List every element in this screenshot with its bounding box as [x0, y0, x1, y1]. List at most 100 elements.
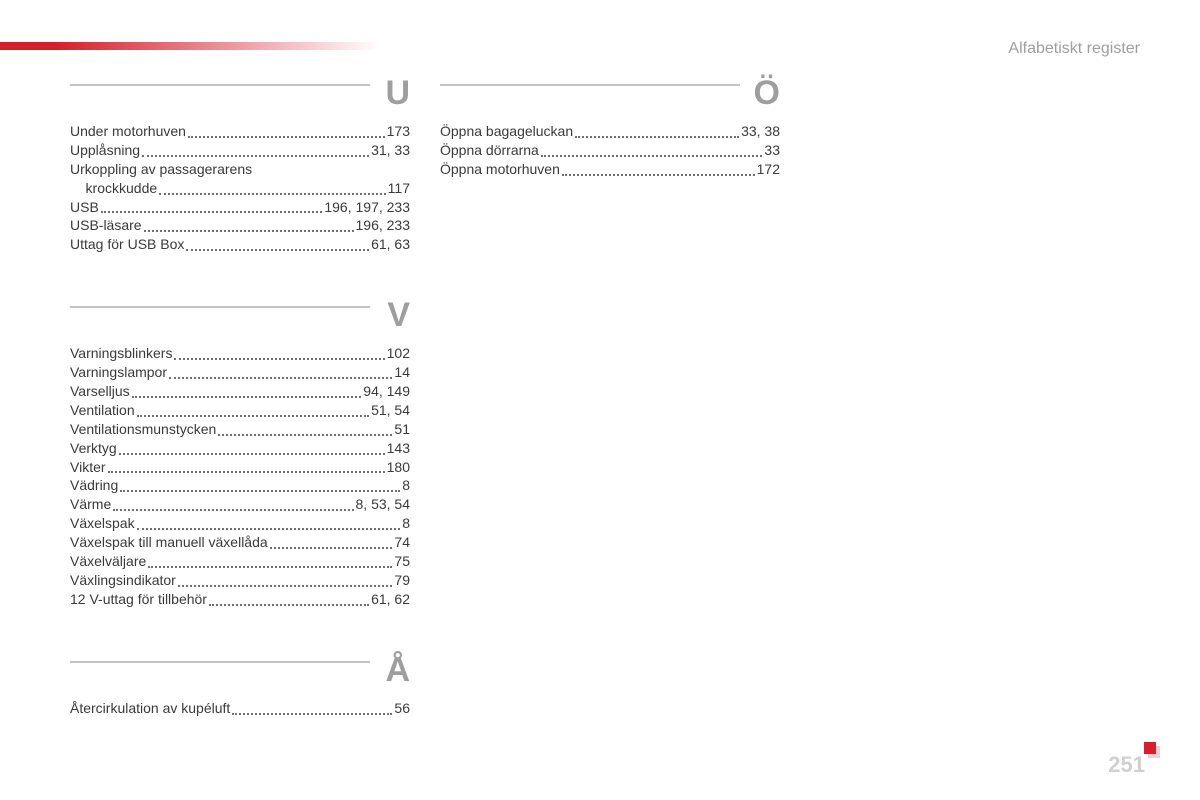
- index-entry: USB196, 197, 233: [70, 198, 410, 217]
- entry-pages: 196, 233: [356, 216, 411, 235]
- section-rule: [70, 306, 370, 308]
- section-letter: Å: [385, 651, 410, 690]
- entry-leader-dots: [144, 230, 354, 232]
- page-root: Alfabetiskt register U Under motorhuven 17…: [0, 0, 1200, 800]
- entry-leader-dots: [232, 713, 392, 715]
- entry-pages: 56: [394, 699, 410, 718]
- entry-term: Varselljus: [70, 382, 130, 401]
- index-entry: Ventilationsmunstycken 51: [70, 420, 410, 439]
- entry-leader-dots: [541, 155, 763, 157]
- entry-leader-dots: [113, 509, 353, 511]
- entry-leader-dots: [209, 604, 369, 606]
- entry-leader-dots: [142, 155, 369, 157]
- index-entry: Under motorhuven 173: [70, 122, 410, 141]
- index-entry: Växelväljare75: [70, 552, 410, 571]
- entry-term: Varningslampor: [70, 363, 167, 382]
- header-accent-bar: [0, 42, 380, 50]
- section-header: V: [70, 302, 410, 338]
- section-rule: [440, 84, 740, 86]
- section-header: Ö: [440, 80, 780, 116]
- entry-term: Verktyg: [70, 439, 117, 458]
- entry-term: USB-läsare: [70, 216, 142, 235]
- entry-pages: 33: [764, 141, 780, 160]
- entry-leader-dots: [270, 547, 393, 549]
- entry-leader-dots: [174, 358, 384, 360]
- section-letter: Ö: [754, 74, 780, 113]
- index-column-left: U Under motorhuven 173 Upplåsning 31, 33 Urko…: [70, 80, 410, 766]
- entry-pages: 74: [394, 533, 410, 552]
- entry-pages: 75: [394, 552, 410, 571]
- entry-term: Öppna dörrarna: [440, 141, 539, 160]
- entry-term: Öppna motorhuven: [440, 160, 560, 179]
- index-column-right: Ö Öppna bagageluckan 33, 38 Öppna dörrarna 3…: [440, 80, 780, 766]
- entry-term: Vädring: [70, 476, 118, 495]
- index-entry: krockkudde117: [70, 179, 410, 198]
- index-entry: Växelspak8: [70, 514, 410, 533]
- corner-marker: [1144, 742, 1156, 754]
- index-entry: Värme8, 53, 54: [70, 495, 410, 514]
- entry-pages: 173: [387, 122, 410, 141]
- index-section: Å Återcirkulation av kupéluft 56: [70, 657, 410, 718]
- entry-leader-dots: [101, 211, 323, 213]
- entry-term: Växlingsindikator: [70, 571, 176, 590]
- index-entry: Varningslampor14: [70, 363, 410, 382]
- entry-pages: 180: [387, 458, 410, 477]
- entry-pages: 8, 53, 54: [356, 495, 411, 514]
- index-entry: Växlingsindikator 79: [70, 571, 410, 590]
- entry-pages: 143: [387, 439, 410, 458]
- entry-leader-dots: [108, 471, 385, 473]
- entry-pages: 51: [394, 420, 410, 439]
- entry-term: Under motorhuven: [70, 122, 186, 141]
- index-entry: Verktyg 143: [70, 439, 410, 458]
- entry-term: Återcirkulation av kupéluft: [70, 699, 230, 718]
- entry-leader-dots: [119, 453, 385, 455]
- entry-term: Växelspak till manuell växellåda: [70, 533, 268, 552]
- entry-leader-dots: [218, 434, 392, 436]
- entry-term: Vikter: [70, 458, 106, 477]
- entry-term: Ventilationsmunstycken: [70, 420, 216, 439]
- index-entry: Ventilation 51, 54: [70, 401, 410, 420]
- page-number: 251: [1108, 752, 1145, 778]
- index-entry: Varselljus 94, 149: [70, 382, 410, 401]
- section-rule: [70, 84, 370, 86]
- entry-term: Urkoppling av passagerarens: [70, 160, 252, 179]
- section-rule: [70, 661, 370, 663]
- index-columns: U Under motorhuven 173 Upplåsning 31, 33 Urko…: [70, 80, 780, 766]
- entry-term: Varningsblinkers: [70, 344, 172, 363]
- section-header: U: [70, 80, 410, 116]
- entry-term: Växelspak: [70, 514, 135, 533]
- entry-leader-dots: [148, 566, 392, 568]
- entry-term: Upplåsning: [70, 141, 140, 160]
- entry-pages: 79: [394, 571, 410, 590]
- index-entry: Urkoppling av passagerarens: [70, 160, 410, 179]
- entry-leader-dots: [120, 490, 400, 492]
- index-entry: Växelspak till manuell växellåda 74: [70, 533, 410, 552]
- entry-term: USB: [70, 198, 99, 217]
- entry-pages: 51, 54: [371, 401, 410, 420]
- entry-pages: 94, 149: [363, 382, 410, 401]
- entry-pages: 8: [402, 476, 410, 495]
- entry-leader-dots: [186, 249, 369, 251]
- index-section: Ö Öppna bagageluckan 33, 38 Öppna dörrarna 3…: [440, 80, 780, 179]
- index-section: U Under motorhuven 173 Upplåsning 31, 33 Urko…: [70, 80, 410, 254]
- section-letter: U: [385, 74, 410, 113]
- entry-pages: 33, 38: [741, 122, 780, 141]
- index-entry: Öppna bagageluckan 33, 38: [440, 122, 780, 141]
- entry-leader-dots: [188, 136, 385, 138]
- entry-term: krockkudde: [70, 179, 157, 198]
- index-entry: Vädring 8: [70, 476, 410, 495]
- index-entry: Vikter 180: [70, 458, 410, 477]
- index-entry: 12 V-uttag för tillbehör61, 62: [70, 590, 410, 609]
- entry-pages: 61, 63: [371, 235, 410, 254]
- entry-term: Ventilation: [70, 401, 135, 420]
- index-entry: Varningsblinkers102: [70, 344, 410, 363]
- entry-pages: 31, 33: [371, 141, 410, 160]
- entry-leader-dots: [575, 136, 739, 138]
- index-entry: Öppna motorhuven172: [440, 160, 780, 179]
- entry-pages: 61, 62: [371, 590, 410, 609]
- entry-term: Öppna bagageluckan: [440, 122, 573, 141]
- section-header: Å: [70, 657, 410, 693]
- header-title: Alfabetiskt register: [1008, 40, 1140, 58]
- entry-leader-dots: [137, 528, 401, 530]
- index-entry: Återcirkulation av kupéluft 56: [70, 699, 410, 718]
